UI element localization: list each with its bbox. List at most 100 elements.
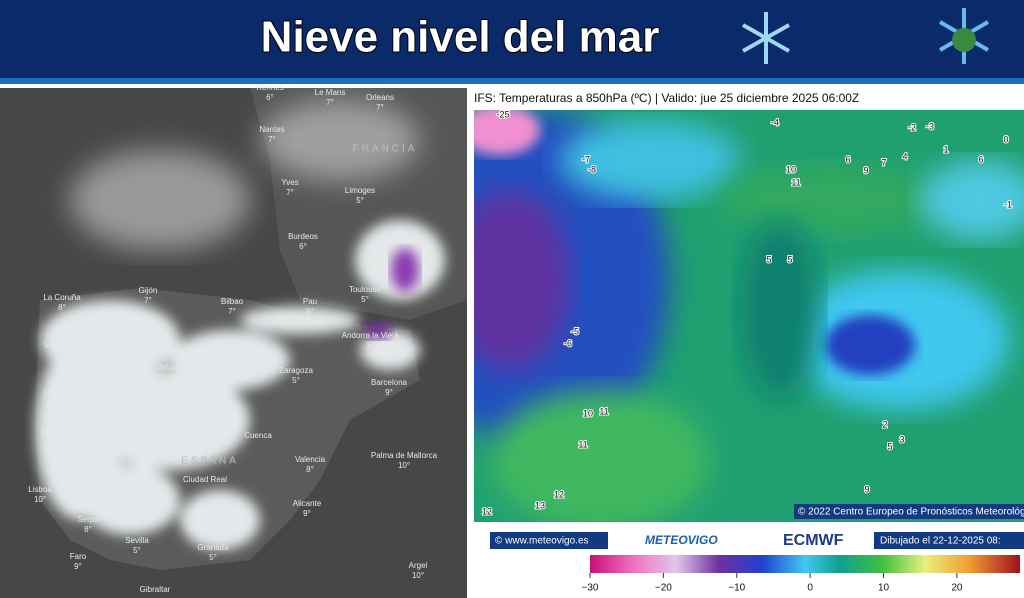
contour-label: -7 [582, 154, 590, 164]
contour-label: 0 [1003, 134, 1008, 144]
city-temp: 9° [385, 388, 393, 397]
city-name: Serpa [77, 515, 99, 524]
copyright: © 2022 Centro Europeo de Pronósticos Met… [798, 507, 1024, 518]
city-name: Pau [303, 297, 317, 306]
city-temp: 3° [111, 387, 119, 396]
snowflake [742, 12, 790, 64]
contour-label: 1 [943, 144, 948, 154]
city-temp: 5° [209, 553, 217, 562]
city-name: FRANCIA [353, 144, 418, 155]
city-name: Gijón [139, 286, 158, 295]
city-name: Andorra la Vieja [342, 331, 399, 340]
city-name: Bilbao [221, 297, 244, 306]
city-temp: 5° [292, 376, 300, 385]
contour-label: 9 [864, 484, 869, 494]
city-name: Soria [236, 363, 255, 372]
contour-label: -8 [588, 164, 596, 174]
city-temp: 8° [306, 465, 314, 474]
contour-label: 7 [881, 157, 886, 167]
city-name: Vigo [44, 341, 60, 350]
city-name: Lisboa [28, 485, 52, 494]
city-name: Argel [409, 561, 428, 570]
city-temp: 5° [133, 546, 141, 555]
city-name: Cuenca [244, 431, 272, 440]
title: Nieve nivel del mar [261, 13, 660, 62]
city-temp: 10° [398, 461, 410, 470]
contour-label: 5 [787, 254, 792, 264]
contour-label: 4 [902, 151, 907, 161]
city-name: Madrid [196, 416, 220, 425]
copyright-box [794, 504, 1024, 519]
city-temp: 5° [356, 196, 364, 205]
brand: METEOVIGO [645, 533, 718, 547]
city-name: León [143, 325, 161, 334]
city-name: Toulouse [349, 285, 382, 294]
contour-label: 2 [882, 419, 887, 429]
contour-label: -3 [926, 121, 934, 131]
contour-label: -25 [496, 109, 509, 119]
city-temp: 6° [299, 242, 307, 251]
city-temp: 10° [34, 495, 46, 504]
city-temp: 6° [266, 93, 274, 102]
contour-label: -5 [571, 326, 579, 336]
city-temp: 3° [169, 373, 177, 382]
contour-label: 3 [899, 434, 904, 444]
city-name: Sevilla [125, 536, 149, 545]
city-name: Rennes [256, 83, 284, 92]
city-temp: 3° [366, 341, 374, 350]
city-temp: 7° [228, 307, 236, 316]
contour-label: 12 [482, 506, 492, 516]
contour-label: 11 [599, 406, 608, 416]
city-name: Le Mans [315, 88, 346, 97]
website-box [490, 532, 608, 549]
city-temp: 5° [306, 307, 314, 316]
logo [938, 8, 990, 64]
city-name: Coimbra [41, 427, 72, 436]
city-temp: 7° [326, 98, 334, 107]
city-name: Limoges [345, 186, 375, 195]
city-name: Yves [281, 178, 298, 187]
ecmwf: ECMWF [783, 532, 844, 549]
city-name: Barcelona [371, 378, 408, 387]
city-temp: 0° [241, 373, 249, 382]
contour-label: 11 [578, 439, 587, 449]
contour-label: -1 [1004, 199, 1012, 209]
city-temp: 10° [412, 571, 424, 580]
city-name: Oporto [44, 388, 69, 397]
city-temp: 7° [144, 296, 152, 305]
city-name: Granada [197, 543, 229, 552]
right-map [474, 110, 1024, 522]
right-title: IFS: Temperaturas a 850hPa (ºC) | Valido… [474, 91, 859, 105]
city-temp: 5° [361, 295, 369, 304]
city-temp: 7° [376, 103, 384, 112]
contour-label: 11 [791, 177, 800, 187]
city-name: Badajoz [93, 480, 122, 489]
colorbar-tick-label: 0 [807, 583, 813, 594]
city-name: ESPAÑA [181, 454, 239, 467]
city-name: Nantes [259, 125, 284, 134]
city-name: Alicante [293, 499, 322, 508]
contour-label: 6 [978, 154, 983, 164]
colorbar-tick-label: −10 [728, 583, 745, 594]
colorbar-tick-label: −20 [655, 583, 672, 594]
colorbar [590, 555, 1020, 573]
city-temp: 7° [268, 135, 276, 144]
city-name: Salamanca [95, 377, 136, 386]
city-name: Valencia [295, 455, 326, 464]
city-name: Burdeos [288, 232, 318, 241]
colorbar-tick-label: 10 [878, 583, 890, 594]
city-name: Ciudad Real [183, 475, 227, 484]
city-temp: 8° [58, 303, 66, 312]
city-name: Valladolid [156, 363, 190, 372]
contour-label: 5 [887, 441, 892, 451]
contour-label: 6 [845, 154, 850, 164]
city-temp: 9° [303, 509, 311, 518]
city-name: Faro [70, 552, 87, 561]
contour-label: 12 [554, 489, 564, 499]
colorbar-tick-label: −30 [582, 583, 599, 594]
contour-label: -6 [564, 338, 572, 348]
contour-label: -2 [908, 122, 916, 132]
header-stripe [0, 78, 1024, 84]
city-name: La Coruña [43, 293, 81, 302]
